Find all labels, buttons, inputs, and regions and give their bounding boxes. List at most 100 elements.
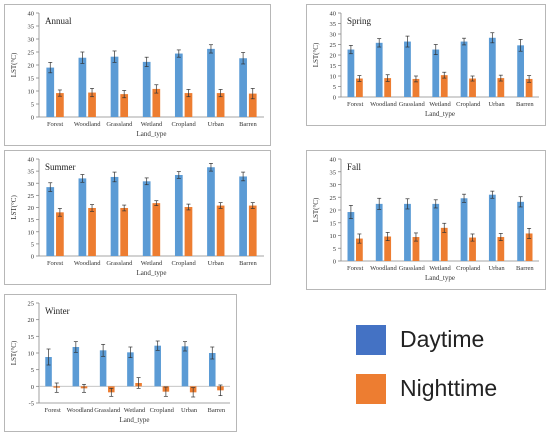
bar-daytime [239,176,247,256]
bar-daytime [432,203,440,261]
bar-daytime [142,181,151,256]
y-tick-label: 0 [31,115,34,122]
bar-daytime [110,176,119,256]
chart-svg: 0 5 10 15 20 25 30 35 40 LST(°C) Fall Forest Woodlan… [312,157,539,282]
y-axis-label: LST(°C) [10,340,18,365]
x-tick-label: Grassland [94,407,121,414]
y-tick-label: 35 [330,21,337,28]
bar-daytime [207,48,215,117]
x-axis-label: Land_type [120,416,150,424]
y-tick-label: 30 [28,37,35,44]
x-tick-label: Wetland [141,121,163,128]
x-tick-label: Barren [239,121,257,128]
bar-nighttime [248,93,257,117]
x-tick-label: Woodland [370,101,397,108]
chart-title: Summer [45,162,76,172]
x-tick-label: Barren [239,260,257,267]
chart-panel-winter: -5 0 5 10 15 20 25 LST(°C) Winter Forest Woodland G… [4,294,237,432]
x-tick-label: Urban [488,101,505,108]
x-tick-label: Forest [47,121,63,128]
y-tick-label: 15 [330,220,337,227]
bar-nighttime [88,92,96,117]
y-tick-label: 5 [333,246,336,253]
y-tick-label: 40 [28,157,35,164]
y-tick-label: 5 [31,367,34,374]
chart-panel-annual: 0 5 10 15 20 25 30 35 40 LST(°C) Annual Forest Woodl… [4,4,271,146]
y-tick-label: 20 [28,63,35,70]
bar-nighttime [384,78,392,97]
chart-title: Annual [45,16,72,26]
y-tick-label: 0 [333,259,336,266]
bar-daytime [154,345,161,387]
x-tick-label: Urban [208,121,225,128]
bar-nighttime [56,93,64,117]
y-tick-label: 30 [330,32,337,39]
bar-daytime [127,352,134,387]
bar-nighttime [88,207,96,256]
chart-svg: -5 0 5 10 15 20 25 LST(°C) Winter Forest Woodland G… [10,301,230,424]
x-tick-label: Urban [181,407,198,414]
x-tick-label: Grassland [399,101,426,108]
bar-nighttime [56,212,64,256]
bar-daytime [174,175,183,256]
y-tick-label: 25 [28,50,35,57]
x-tick-label: Forest [347,101,363,108]
chart-panel-fall: 0 5 10 15 20 25 30 35 40 LST(°C) Fall Forest Woodlan… [306,150,546,290]
x-tick-label: Wetland [429,101,451,108]
x-tick-label: Grassland [106,260,133,267]
chart-title: Winter [45,306,70,316]
y-tick-label: 35 [28,169,35,176]
bar-nighttime [412,237,420,261]
y-tick-label: 5 [31,241,34,248]
bar-daytime [517,45,525,97]
x-axis-label: Land_type [425,110,455,118]
y-axis-label: LST(°C) [312,197,320,222]
bar-nighttime [497,78,505,97]
y-axis-label: LST(°C) [312,42,320,67]
bar-daytime [460,41,468,97]
y-tick-label: 25 [330,195,337,202]
y-tick-label: 0 [333,95,336,102]
y-tick-label: 40 [330,11,337,18]
y-tick-label: 5 [31,102,34,109]
y-tick-label: 30 [28,181,35,188]
y-tick-label: 0 [31,254,34,261]
bar-daytime [347,212,355,261]
y-tick-label: 10 [28,229,35,236]
bar-nighttime [120,94,129,117]
x-tick-label: Cropland [172,260,197,267]
y-tick-label: 10 [28,351,35,358]
bar-daytime [488,194,496,261]
legend-daytime-swatch [356,325,386,355]
bar-nighttime [184,93,193,117]
bar-daytime [78,178,87,256]
bar-nighttime [469,237,476,261]
bar-daytime [488,37,496,97]
bar-daytime [239,58,247,117]
y-tick-label: 10 [330,74,337,81]
bar-nighttime [152,203,161,256]
x-tick-label: Forest [347,265,363,272]
y-tick-label: 40 [330,157,337,164]
bar-nighttime [384,236,392,261]
bar-daytime [99,350,107,387]
x-tick-label: Barren [516,101,534,108]
x-tick-label: Barren [208,407,226,414]
bar-daytime [174,53,183,117]
bar-daytime [110,56,119,117]
y-tick-label: 35 [28,24,35,31]
bar-daytime [347,49,355,97]
y-tick-label: 10 [28,89,35,96]
y-tick-label: 20 [28,205,35,212]
chart-svg: 0 5 10 15 20 25 30 35 40 LST(°C) Annual Forest Woodl… [10,11,264,138]
legend-nighttime-label: Nighttime [400,375,498,401]
bar-nighttime [355,238,363,261]
bar-nighttime [525,233,533,261]
x-tick-label: Grassland [106,121,133,128]
bar-nighttime [412,78,420,97]
y-tick-label: 40 [28,11,35,18]
chart-svg: 0 5 10 15 20 25 30 35 40 LST(°C) Spring Forest Woodl… [312,11,539,118]
y-tick-label: 25 [28,193,35,200]
bar-daytime [46,67,55,117]
bar-nighttime [216,93,225,117]
